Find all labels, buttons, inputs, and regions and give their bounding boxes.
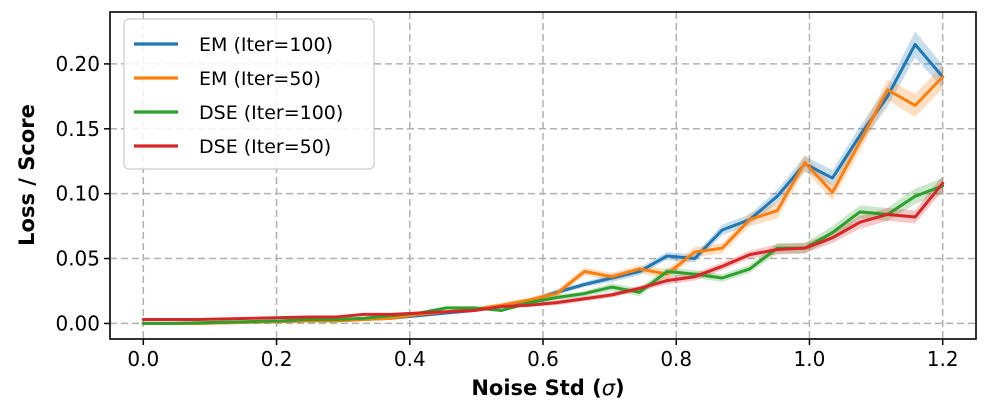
series-3-band bbox=[143, 178, 943, 325]
y-tick-label: 0.00 bbox=[55, 311, 100, 335]
y-tick-label: 0.05 bbox=[55, 247, 100, 271]
x-axis-title: Noise Std (σ) bbox=[471, 376, 624, 400]
x-tick-label: 1.0 bbox=[794, 347, 826, 371]
x-tick-label: 0.2 bbox=[261, 347, 293, 371]
y-tick-label: 0.20 bbox=[55, 52, 100, 76]
legend: EM (Iter=100) EM (Iter=50) DSE (Iter=100) D… bbox=[123, 18, 375, 170]
x-tick-label: 0.6 bbox=[527, 347, 559, 371]
legend-label: DSE (Iter=50) bbox=[199, 136, 331, 158]
legend-label: DSE (Iter=100) bbox=[199, 102, 343, 124]
x-tick-label: 1.2 bbox=[927, 347, 959, 371]
series-4-line bbox=[141, 181, 945, 322]
x-axis-ticks: 0.0 0.2 0.4 0.6 0.8 1.0 1.2 bbox=[127, 339, 959, 371]
series-2-band bbox=[143, 65, 943, 325]
y-tick-label: 0.10 bbox=[55, 182, 100, 206]
legend-box bbox=[123, 18, 375, 170]
x-tick-label: 0.4 bbox=[394, 347, 426, 371]
series-lines bbox=[141, 42, 945, 325]
x-tick-label: 0.8 bbox=[660, 347, 692, 371]
legend-label: EM (Iter=50) bbox=[199, 68, 321, 90]
y-tick-label: 0.15 bbox=[55, 117, 100, 141]
x-tick-label: 0.0 bbox=[127, 347, 159, 371]
legend-label: EM (Iter=100) bbox=[199, 34, 333, 56]
y-axis-title: Loss / Score bbox=[15, 104, 39, 246]
y-axis-ticks: 0.00 0.05 0.10 0.15 0.20 bbox=[55, 52, 110, 335]
